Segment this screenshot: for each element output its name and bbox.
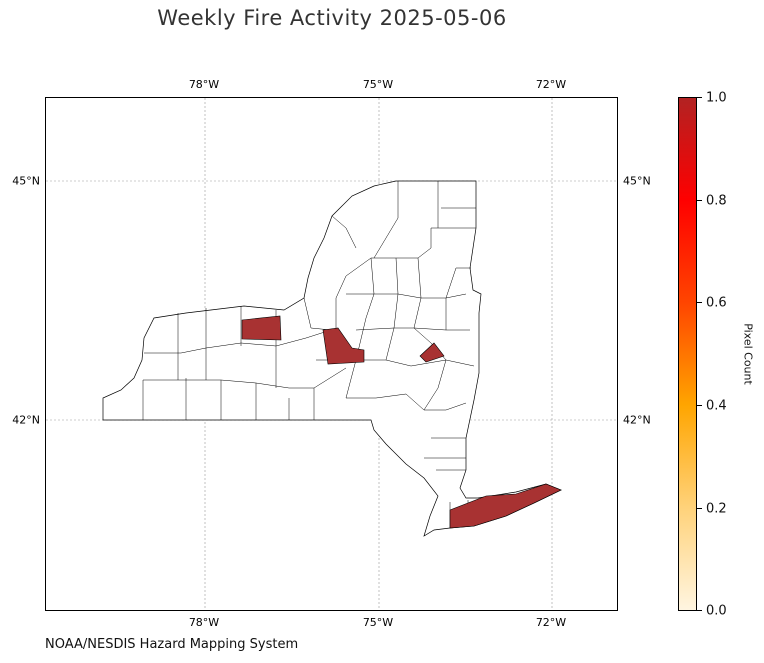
map-frame bbox=[45, 97, 618, 611]
colorbar-tick bbox=[697, 610, 702, 611]
map-title: Weekly Fire Activity 2025-05-06 bbox=[157, 6, 507, 30]
colorbar-title: Pixel Count bbox=[741, 323, 755, 385]
lat-tick-left-42n: 42°N bbox=[12, 413, 40, 427]
lat-tick-right-42n: 42°N bbox=[623, 413, 651, 427]
colorbar-label-0-2: 0.2 bbox=[706, 501, 727, 517]
colorbar-tick bbox=[697, 405, 702, 406]
colorbar bbox=[678, 97, 697, 611]
lon-tick-bottom-78w: 78°W bbox=[188, 616, 220, 629]
source-credit: NOAA/NESDIS Hazard Mapping System bbox=[45, 637, 299, 652]
colorbar-label-0-6: 0.6 bbox=[706, 295, 727, 311]
colorbar-tick bbox=[697, 97, 702, 98]
lon-tick-top-75w: 75°W bbox=[362, 78, 394, 91]
colorbar-label-1-0: 1.0 bbox=[706, 90, 727, 106]
colorbar-label-0-8: 0.8 bbox=[706, 193, 727, 209]
colorbar-label-0-0: 0.0 bbox=[706, 603, 727, 619]
fire-county-long-island bbox=[449, 483, 562, 529]
fire-counties bbox=[241, 315, 562, 529]
colorbar-tick bbox=[697, 302, 702, 303]
lon-tick-top-78w: 78°W bbox=[188, 78, 220, 91]
county-boundaries bbox=[142, 181, 476, 528]
lon-tick-top-72w: 72°W bbox=[535, 78, 567, 91]
colorbar-tick bbox=[697, 200, 702, 201]
map-canvas bbox=[46, 98, 617, 610]
lon-tick-bottom-75w: 75°W bbox=[362, 616, 394, 629]
fire-county-central bbox=[322, 327, 365, 365]
fire-county-west bbox=[241, 315, 282, 341]
lon-tick-bottom-72w: 72°W bbox=[535, 616, 567, 629]
colorbar-label-0-4: 0.4 bbox=[706, 398, 727, 414]
fire-county-east bbox=[419, 342, 445, 363]
lat-tick-left-45n: 45°N bbox=[12, 174, 40, 188]
lat-tick-right-45n: 45°N bbox=[623, 174, 651, 188]
colorbar-tick bbox=[697, 508, 702, 509]
